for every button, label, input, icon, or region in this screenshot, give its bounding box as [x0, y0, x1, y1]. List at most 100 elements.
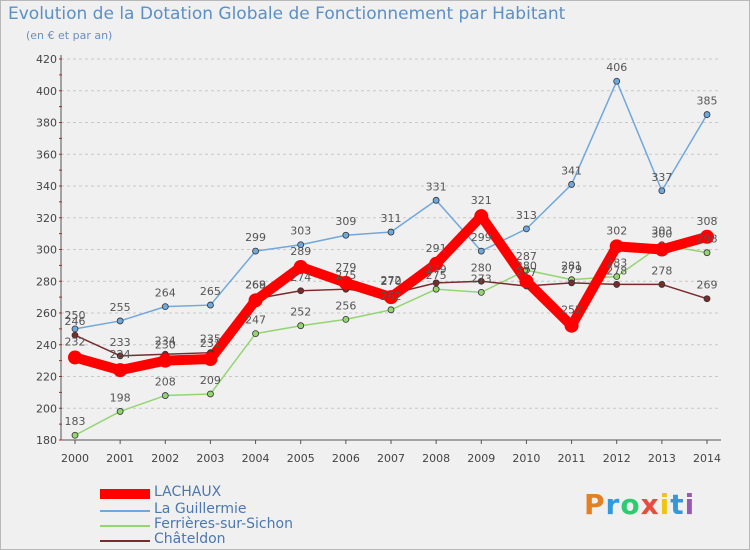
y-tick-label: 240 — [36, 339, 57, 352]
chart-subtitle: (en € et par an) — [26, 29, 113, 42]
y-tick-label: 320 — [36, 212, 57, 225]
legend-label: LACHAUX — [154, 484, 222, 500]
data-point-la-guillermie — [477, 247, 485, 255]
data-label-ferri-res-sur-sichon: 298 — [697, 233, 718, 246]
data-point-lachaux — [203, 352, 218, 367]
data-point-lachaux — [158, 353, 173, 368]
data-point-ferri-res-sur-sichon — [161, 392, 169, 399]
data-label-la-guillermie: 255 — [110, 301, 131, 314]
data-label-lachaux: 302 — [606, 224, 627, 237]
x-tick-label: 2012 — [603, 452, 631, 465]
data-point-lachaux — [474, 209, 489, 224]
x-tick-label: 2007 — [377, 452, 405, 465]
x-tick-label: 2011 — [558, 452, 586, 465]
data-point-la-guillermie — [658, 187, 666, 195]
data-label-la-guillermie: 250 — [65, 309, 86, 322]
data-point-lachaux — [68, 350, 82, 365]
x-tick-label: 2003 — [196, 452, 224, 465]
legend-swatch — [100, 489, 150, 499]
data-point-ferri-res-sur-sichon — [71, 431, 79, 439]
data-label-la-guillermie: 406 — [606, 61, 627, 74]
data-label-la-guillermie: 341 — [561, 164, 582, 177]
data-label-lachaux: 268 — [245, 278, 266, 291]
data-point-la-guillermie — [432, 196, 440, 204]
data-label-lachaux: 230 — [155, 339, 176, 352]
data-label-ch-teldon: 278 — [606, 264, 627, 277]
data-point-ch-teldon — [116, 352, 124, 360]
data-label-la-guillermie: 299 — [471, 231, 492, 244]
data-point-ch-teldon — [658, 281, 666, 288]
data-point-lachaux — [564, 318, 579, 333]
x-tick-label: 2010 — [512, 452, 540, 465]
data-point-ferri-res-sur-sichon — [116, 408, 124, 415]
y-tick-label: 180 — [36, 434, 57, 447]
y-tick-label: 420 — [36, 53, 57, 66]
data-point-ferri-res-sur-sichon — [703, 249, 711, 257]
data-point-la-guillermie — [568, 181, 575, 188]
x-tick-label: 2004 — [242, 452, 270, 465]
chart-title: Evolution de la Dotation Globale de Fonc… — [8, 4, 566, 24]
data-label-lachaux: 252 — [561, 304, 582, 317]
data-point-ferri-res-sur-sichon — [207, 390, 214, 398]
data-point-la-guillermie — [207, 301, 214, 309]
data-label-ferri-res-sur-sichon: 247 — [245, 314, 266, 327]
data-point-lachaux — [113, 363, 128, 378]
data-label-ch-teldon: 279 — [426, 263, 447, 276]
data-label-ferri-res-sur-sichon: 198 — [110, 391, 131, 404]
data-point-ch-teldon — [71, 331, 79, 339]
y-tick-label: 280 — [36, 275, 57, 288]
data-point-lachaux — [429, 256, 444, 271]
data-label-ch-teldon: 234 — [155, 334, 176, 347]
x-tick-label: 2009 — [467, 452, 495, 465]
logo-letter: i — [659, 488, 671, 521]
data-point-la-guillermie — [297, 241, 305, 249]
data-label-ch-teldon: 272 — [381, 274, 402, 287]
y-tick-label: 200 — [36, 402, 57, 415]
data-point-lachaux — [384, 290, 398, 305]
data-label-la-guillermie: 313 — [516, 209, 537, 222]
data-point-ferri-res-sur-sichon — [252, 330, 259, 338]
data-label-ferri-res-sur-sichon: 262 — [381, 290, 402, 303]
x-tick-label: 2008 — [422, 452, 450, 465]
x-tick-label: 2000 — [61, 452, 89, 465]
data-point-ferri-res-sur-sichon — [523, 266, 530, 274]
data-point-ferri-res-sur-sichon — [342, 315, 350, 323]
data-point-la-guillermie — [161, 303, 169, 311]
data-point-lachaux — [654, 242, 669, 257]
data-point-la-guillermie — [387, 228, 395, 236]
data-point-lachaux — [293, 259, 308, 274]
data-point-ch-teldon — [477, 277, 485, 285]
data-label-lachaux: 308 — [697, 215, 718, 228]
data-label-ch-teldon: 280 — [471, 261, 492, 274]
y-tick-label: 340 — [36, 180, 57, 193]
data-label-ch-teldon: 235 — [200, 333, 221, 346]
data-point-ch-teldon — [613, 281, 621, 288]
data-label-la-guillermie: 309 — [335, 215, 356, 228]
logo-letter: P — [584, 488, 606, 521]
y-tick-label: 300 — [36, 244, 57, 257]
data-point-ferri-res-sur-sichon — [477, 288, 485, 296]
data-label-ferri-res-sur-sichon: 303 — [651, 225, 672, 238]
data-label-la-guillermie: 385 — [697, 95, 718, 108]
data-point-ferri-res-sur-sichon — [432, 285, 440, 293]
x-tick-label: 2005 — [287, 452, 315, 465]
legend-label: Ferrières-sur-Sichon — [154, 516, 293, 532]
data-label-ch-teldon: 279 — [561, 263, 582, 276]
data-label-ch-teldon: 278 — [651, 264, 672, 277]
data-point-ferri-res-sur-sichon — [387, 306, 395, 314]
data-point-ch-teldon — [297, 287, 305, 295]
y-tick-label: 380 — [36, 117, 57, 130]
data-label-ferri-res-sur-sichon: 273 — [471, 272, 492, 285]
data-point-ch-teldon — [432, 279, 440, 287]
data-point-la-guillermie — [613, 77, 621, 85]
data-label-lachaux: 231 — [200, 337, 221, 350]
x-tick-label: 2013 — [648, 452, 676, 465]
legend-swatch — [100, 525, 150, 527]
data-label-la-guillermie: 264 — [155, 287, 176, 300]
data-point-lachaux — [338, 275, 353, 290]
proxiti-logo: Proxiti — [584, 488, 695, 521]
logo-letter: i — [684, 488, 696, 521]
data-label-lachaux: 232 — [65, 335, 86, 348]
data-point-ch-teldon — [568, 279, 575, 287]
